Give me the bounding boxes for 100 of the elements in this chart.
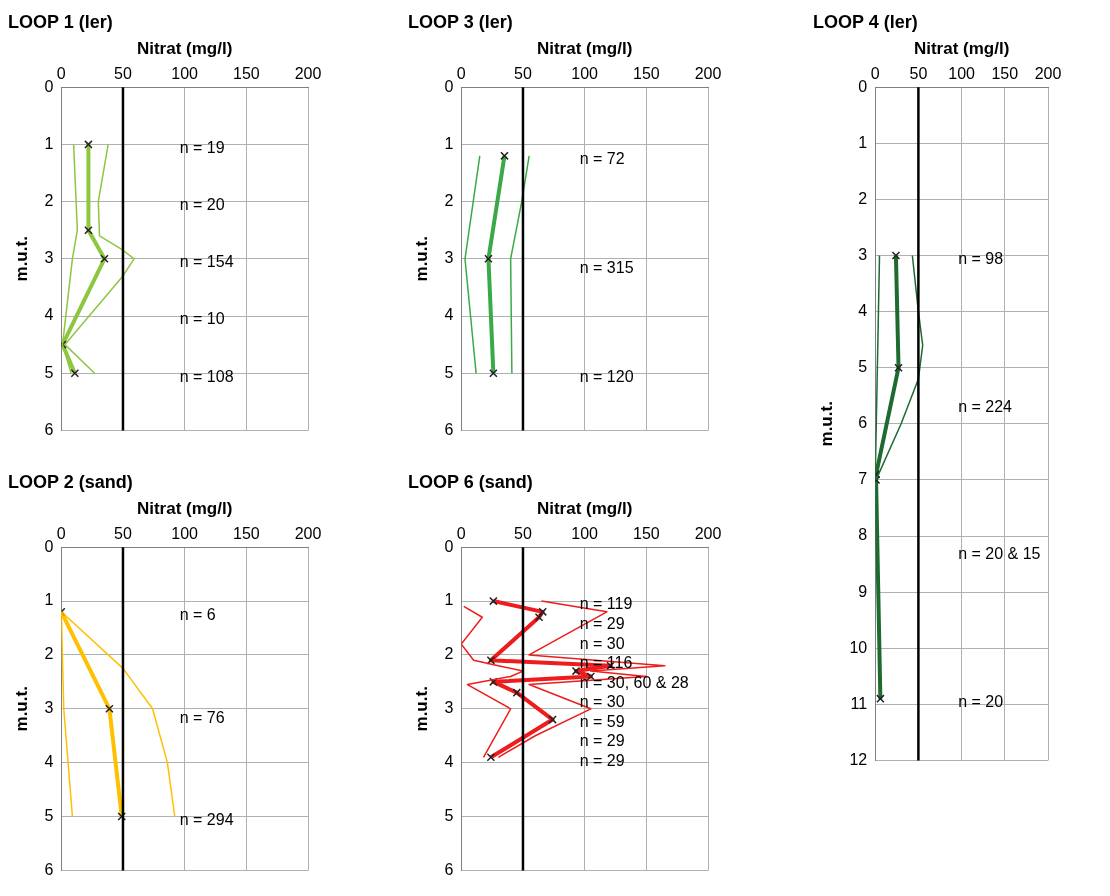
y-tick-label: 5 <box>858 358 868 376</box>
x-tick-label: 150 <box>232 65 260 83</box>
y-tick-label: 5 <box>44 806 54 824</box>
y-tick-label: 0 <box>44 77 54 95</box>
x-tick-label: 0 <box>56 65 66 83</box>
x-tick-label: 100 <box>948 65 976 83</box>
y-tick-label: 0 <box>44 537 54 555</box>
y-tick-label: 4 <box>444 753 454 771</box>
y-tick-label: 10 <box>849 638 868 656</box>
x-tick-label: 200 <box>694 65 722 83</box>
x-tick-label: 200 <box>694 525 722 543</box>
annotation: n = 19 <box>179 138 225 156</box>
x-axis-title: Nitrat (mg/l) <box>136 499 233 519</box>
x-tick-label: 50 <box>514 525 532 543</box>
x-tick-label: 150 <box>632 525 660 543</box>
y-tick-label: 4 <box>44 753 54 771</box>
x-tick-label: 100 <box>571 525 599 543</box>
y-tick-label: 0 <box>444 77 454 95</box>
y-tick-label: 11 <box>850 694 868 712</box>
x-tick-label: 150 <box>991 65 1019 83</box>
y-axis-title: m.u.t. <box>11 686 31 732</box>
y-tick-label: 0 <box>858 77 868 95</box>
annotation: n = 98 <box>958 249 1004 267</box>
y-axis-title: m.u.t. <box>411 236 431 282</box>
x-axis-title: Nitrat (mg/l) <box>536 39 633 59</box>
y-tick-label: 2 <box>44 645 54 663</box>
x-tick-label: 0 <box>456 65 466 83</box>
chart-title: LOOP 6 (sand) <box>408 471 533 492</box>
y-tick-label: 0 <box>444 537 454 555</box>
x-tick-label: 200 <box>294 65 322 83</box>
x-tick-label: 50 <box>114 525 132 543</box>
annotation: n = 10 <box>179 310 225 328</box>
y-tick-label: 1 <box>44 591 54 609</box>
y-tick-label: 2 <box>858 189 868 207</box>
x-tick-label: 150 <box>232 525 260 543</box>
x-axis-title: Nitrat (mg/l) <box>536 499 633 519</box>
x-tick-label: 100 <box>571 65 599 83</box>
y-tick-label: 12 <box>849 750 868 768</box>
annotation: n = 6 <box>179 606 216 624</box>
y-tick-label: 6 <box>444 860 454 878</box>
x-axis-title: Nitrat (mg/l) <box>913 39 1010 59</box>
y-axis-title: m.u.t. <box>816 401 836 447</box>
chart-title: LOOP 2 (sand) <box>8 471 133 492</box>
x-tick-label: 50 <box>114 65 132 83</box>
y-tick-label: 6 <box>44 860 54 878</box>
annotation: n = 154 <box>179 253 234 271</box>
annotation: n = 76 <box>179 708 225 726</box>
y-tick-label: 4 <box>444 306 454 324</box>
x-tick-label: 150 <box>632 65 660 83</box>
y-tick-label: 1 <box>44 134 54 152</box>
y-tick-label: 5 <box>444 806 454 824</box>
y-tick-label: 6 <box>858 414 868 432</box>
x-axis-title: Nitrat (mg/l) <box>136 39 233 59</box>
annotation: n = 20 <box>958 693 1004 711</box>
chart-title: LOOP 3 (ler) <box>408 11 513 32</box>
y-tick-label: 5 <box>44 363 54 381</box>
x-tick-label: 50 <box>514 65 532 83</box>
y-tick-label: 3 <box>44 699 54 717</box>
y-tick-label: 2 <box>44 192 54 210</box>
x-tick-label: 100 <box>171 525 199 543</box>
y-tick-label: 6 <box>444 420 454 438</box>
y-tick-label: 4 <box>44 306 54 324</box>
x-tick-label: 200 <box>1034 65 1062 83</box>
y-tick-label: 1 <box>444 134 454 152</box>
y-tick-label: 9 <box>858 582 868 600</box>
x-tick-label: 0 <box>870 65 880 83</box>
x-tick-label: 0 <box>456 525 466 543</box>
y-tick-label: 3 <box>444 699 454 717</box>
y-tick-label: 3 <box>444 249 454 267</box>
annotation: n = 29 <box>579 732 625 750</box>
y-tick-label: 1 <box>858 133 868 151</box>
y-tick-label: 6 <box>44 420 54 438</box>
y-tick-label: 1 <box>444 591 454 609</box>
y-tick-label: 3 <box>858 245 868 263</box>
annotation: n = 108 <box>179 367 234 385</box>
y-tick-label: 5 <box>444 363 454 381</box>
y-tick-label: 7 <box>858 470 868 488</box>
x-tick-label: 100 <box>171 65 199 83</box>
y-tick-label: 2 <box>444 645 454 663</box>
annotation: n = 294 <box>179 810 234 828</box>
x-tick-label: 200 <box>294 525 322 543</box>
annotation: n = 72 <box>579 150 625 168</box>
annotation: n = 20 & 15 <box>958 545 1041 563</box>
y-tick-label: 8 <box>858 526 868 544</box>
y-tick-label: 2 <box>444 192 454 210</box>
x-tick-label: 50 <box>909 65 928 83</box>
annotation: n = 30 <box>579 634 625 652</box>
annotation: n = 20 <box>179 196 225 214</box>
annotation: n = 315 <box>579 258 634 276</box>
chart-title: LOOP 4 (ler) <box>813 11 918 32</box>
x-tick-label: 0 <box>56 525 66 543</box>
y-tick-label: 4 <box>858 302 868 320</box>
y-tick-label: 3 <box>44 249 54 267</box>
annotation: n = 29 <box>579 751 625 769</box>
annotation: n = 224 <box>958 397 1013 415</box>
chart-title: LOOP 1 (ler) <box>8 11 113 32</box>
y-axis-title: m.u.t. <box>411 686 431 732</box>
annotation: n = 59 <box>579 712 625 730</box>
y-axis-title: m.u.t. <box>11 236 31 282</box>
annotation: n = 120 <box>579 367 634 385</box>
